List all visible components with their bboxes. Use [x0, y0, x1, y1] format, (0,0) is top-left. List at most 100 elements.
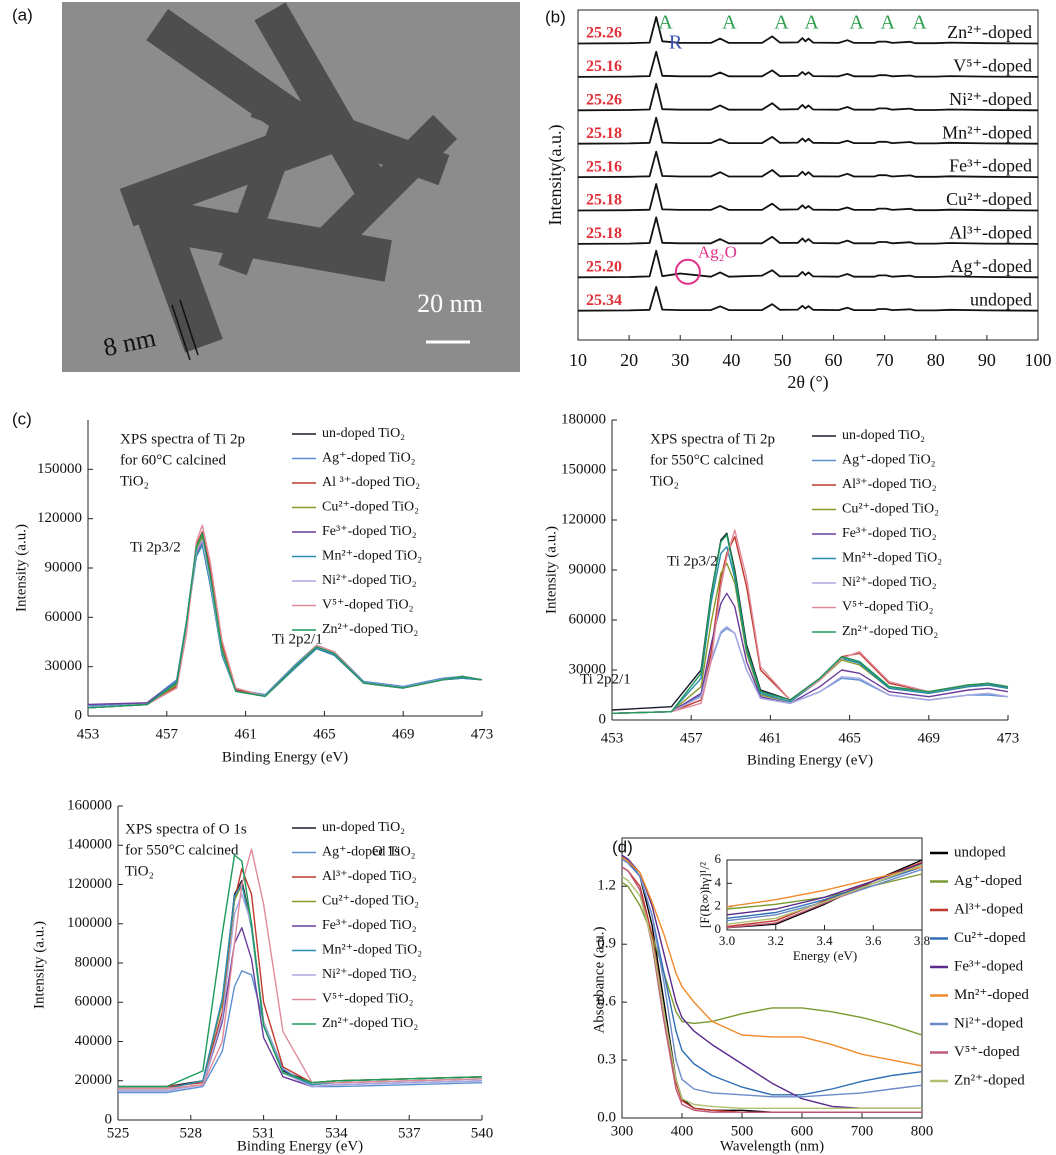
- spectrum-line: [118, 970, 483, 1094]
- legend-label: Al³⁺-doped TiO₂: [842, 477, 937, 492]
- plot-note: TiO₂: [120, 473, 149, 489]
- y-tick-label: 160000: [67, 797, 112, 813]
- legend-label: Ag⁺-doped TiO₂: [322, 845, 416, 860]
- x-tick-label: 3.2: [768, 933, 784, 948]
- panel-label: (c): [12, 409, 32, 428]
- series-label: V⁵⁺-doped: [953, 56, 1032, 76]
- y-tick-label: 20000: [75, 1072, 113, 1088]
- y-tick-label: 80000: [75, 954, 113, 970]
- spectrum-line: [87, 534, 483, 707]
- x-tick-label: 70: [876, 350, 894, 370]
- legend-label: V⁵⁺-doped TiO₂: [842, 600, 934, 615]
- legend-label: Zn²⁺-doped TiO₂: [322, 1016, 418, 1031]
- y-tick-label: 140000: [67, 837, 112, 853]
- x-tick-label: 600: [791, 1123, 814, 1139]
- x-tick-label: 473: [997, 730, 1020, 746]
- legend-label: Fe³⁺-doped TiO₂: [322, 918, 417, 933]
- spectrum-line: [611, 562, 1009, 714]
- y-tick-label: 150000: [561, 461, 606, 477]
- y-axis-label: Intensity(a.u.): [545, 125, 566, 226]
- spectrum-line: [577, 116, 1039, 145]
- legend-label: Fe³⁺-doped TiO₂: [322, 524, 417, 539]
- x-axis-label: Wavelength (nm): [720, 1138, 824, 1154]
- spectrum-line: [577, 16, 1039, 45]
- legend-label: undoped: [954, 844, 1006, 860]
- panel-label: (b): [545, 7, 566, 26]
- x-axis-label: Energy (eV): [793, 948, 857, 963]
- x-tick-label: 3.4: [816, 933, 833, 948]
- x-tick-label: 537: [398, 1125, 421, 1141]
- legend-label: Cu²⁺-doped TiO₂: [322, 500, 419, 515]
- phase-annotation: A: [881, 12, 896, 34]
- spectrum-line: [621, 858, 923, 1098]
- x-tick-label: 469: [392, 726, 415, 742]
- spectrum-line: [118, 883, 483, 1090]
- x-tick-label: 473: [471, 726, 494, 742]
- spectrum-line: [118, 854, 483, 1088]
- x-tick-label: 3.6: [865, 933, 882, 948]
- legend-label: Cu²⁺-doped: [954, 930, 1026, 946]
- spectrum-line: [87, 541, 483, 706]
- y-tick-label: 6: [715, 851, 722, 866]
- spectrum-line: [611, 534, 1009, 714]
- y-tick-label: 2: [715, 898, 722, 913]
- series-label: Cu²⁺-doped: [946, 189, 1032, 209]
- legend-label: un-doped TiO₂: [322, 426, 405, 441]
- y-tick-label: 0.6: [597, 994, 616, 1010]
- spectrum-line: [621, 854, 922, 1109]
- spectrum-line: [621, 856, 923, 1067]
- y-axis-label: Intensity (a.u.): [31, 921, 47, 1009]
- legend-label: Mn²⁺-doped TiO₂: [842, 551, 942, 566]
- y-tick-label: 120000: [37, 510, 82, 526]
- legend-label: Ag⁺-doped TiO₂: [842, 453, 936, 468]
- x-axis-label: Binding Energy (eV): [237, 1138, 363, 1154]
- y-tick-label: 0.0: [597, 1109, 616, 1125]
- plot-frame: [621, 837, 923, 1119]
- panel-label: (d): [612, 837, 633, 856]
- legend-label: Fe³⁺-doped TiO₂: [842, 526, 937, 541]
- legend-label: V⁵⁺-doped: [954, 1044, 1020, 1060]
- legend-label: Al ³⁺-doped TiO₂: [322, 475, 420, 490]
- plot-note: for 60°C calcined: [120, 452, 226, 468]
- peak-label: 25.34: [586, 292, 622, 309]
- y-tick-label: 180000: [561, 411, 606, 427]
- x-tick-label: 700: [851, 1123, 874, 1139]
- y-tick-label: 60000: [569, 611, 607, 627]
- x-tick-label: 100: [1025, 350, 1052, 370]
- x-tick-label: 528: [180, 1125, 203, 1141]
- x-tick-label: 400: [671, 1123, 694, 1139]
- y-tick-label: 30000: [569, 661, 607, 677]
- legend-label: Ag⁺-doped TiO₂: [322, 451, 416, 466]
- plot-note: XPS spectra of Ti 2p: [650, 431, 775, 447]
- x-tick-label: 3.0: [719, 933, 735, 948]
- x-tick-label: 80: [927, 350, 945, 370]
- x-tick-label: 90: [978, 350, 996, 370]
- plot-note: TiO₂: [125, 863, 154, 879]
- y-tick-label: 30000: [45, 658, 83, 674]
- x-tick-label: 453: [601, 730, 624, 746]
- x-tick-label: 469: [918, 730, 941, 746]
- x-tick-label: 457: [156, 726, 179, 742]
- series-label: Ni²⁺-doped: [949, 89, 1032, 109]
- phase-annotation: R: [669, 32, 683, 54]
- peak-annotation: Ti 2p2/1: [272, 631, 323, 647]
- spectrum-line: [118, 879, 483, 1088]
- legend-label: Zn²⁺-doped TiO₂: [322, 622, 418, 637]
- spectrum-line: [726, 866, 923, 919]
- x-tick-label: 465: [838, 730, 861, 746]
- legend-label: Ni²⁺-doped TiO₂: [322, 967, 417, 982]
- phase-annotation: A: [849, 12, 864, 34]
- spectrum-line: [118, 848, 483, 1090]
- x-tick-label: 800: [911, 1123, 934, 1139]
- spectrum-line: [621, 876, 922, 1109]
- peak-annotation: Ti 2p3/2: [130, 539, 181, 555]
- y-tick-label: 150000: [37, 461, 82, 477]
- legend-label: un-doped TiO₂: [322, 820, 405, 835]
- y-axis-label: Intensity (a.u.): [13, 524, 29, 612]
- series-label: Zn²⁺-doped: [947, 22, 1032, 42]
- spectrum-line: [577, 183, 1039, 212]
- inset-background: [727, 860, 922, 930]
- peak-annotation: Ti 2p3/2: [667, 553, 718, 569]
- legend-label: Al³⁺-doped TiO₂: [322, 869, 417, 884]
